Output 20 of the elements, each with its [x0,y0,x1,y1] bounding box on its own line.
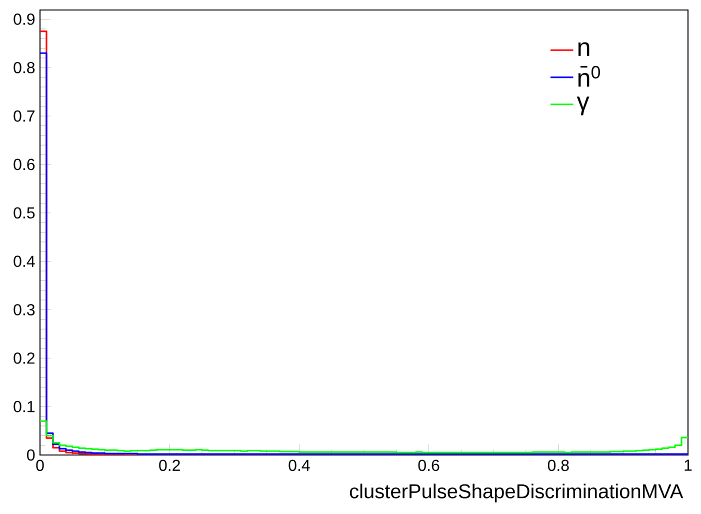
y-tick-label: 0.5 [14,207,35,219]
y-tick-label: 0.4 [14,256,35,267]
y-tick-label: 0.1 [14,400,35,412]
x-tick-label: 0.6 [418,460,440,472]
x-tick-label: 0.8 [548,460,569,472]
x-tick-label: 1 [684,460,692,471]
x-tick-label: 0 [36,460,44,472]
y-tick-label: 0.8 [14,62,35,74]
y-tick-label: 0.7 [14,110,34,122]
x-axis-title: clusterPulseShapeDiscriminationMVA [350,484,684,502]
legend-label: n̄$^{0}$ [578,66,600,87]
legend-label: n [578,42,590,56]
y-tick-label: 0 [27,449,35,461]
x-tick-label: 0.4 [288,460,310,472]
y-tick-label: 0.3 [14,304,35,316]
x-tick-label: 0.2 [159,460,180,472]
y-tick-label: 0.6 [14,158,35,170]
legend-label: γ [576,96,590,116]
y-tick-label: 0.2 [14,352,34,364]
y-tick-label: 0.9 [14,14,35,25]
